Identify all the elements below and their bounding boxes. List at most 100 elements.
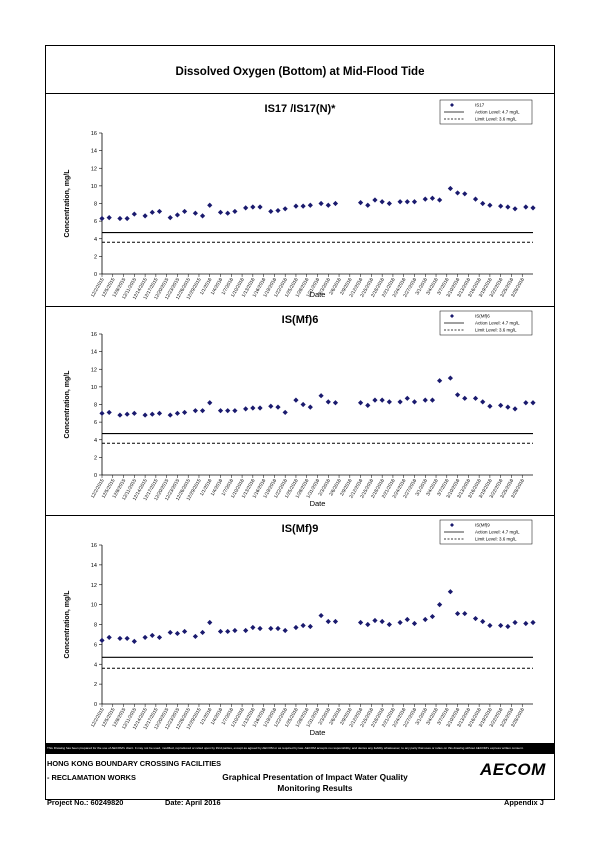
data-point [447, 375, 453, 381]
data-point [365, 202, 371, 208]
legend-action-label: Action Level: 4.7 mg/L [475, 321, 520, 326]
data-point [293, 203, 299, 209]
data-point [454, 610, 461, 617]
data-point [268, 625, 274, 632]
data-point [225, 210, 231, 216]
data-point [192, 408, 198, 414]
data-point [174, 630, 181, 637]
data-point [99, 410, 105, 416]
data-point [117, 412, 123, 418]
chart-title: IS(Mf)6 [282, 314, 319, 326]
data-point [386, 200, 392, 207]
legend-series-label: IS(Mf)9 [475, 523, 490, 528]
data-point [512, 619, 518, 626]
data-point [257, 405, 263, 411]
data-point [422, 397, 428, 403]
data-point [429, 195, 436, 201]
data-point [293, 397, 299, 403]
data-point [217, 209, 224, 215]
data-point [117, 635, 123, 642]
data-point [192, 210, 198, 216]
y-tick-label: 14 [91, 563, 97, 569]
data-point [523, 620, 529, 627]
data-point [243, 406, 249, 412]
legend-limit-label: Limit Level: 3.6 mg/L [475, 117, 517, 122]
data-point [505, 623, 511, 630]
data-point [422, 616, 428, 623]
legend-marker [450, 314, 454, 318]
legend-action-label: Action Level: 4.7 mg/L [475, 110, 520, 115]
data-point [275, 207, 281, 214]
legend-limit-label: Limit Level: 3.6 mg/L [475, 537, 517, 542]
data-point [411, 620, 418, 627]
data-point [472, 196, 479, 202]
data-point [498, 402, 504, 408]
data-point [397, 199, 403, 205]
data-point [149, 411, 155, 417]
data-point [372, 397, 378, 403]
data-point [199, 408, 206, 414]
data-point [454, 190, 461, 196]
data-point [498, 203, 504, 209]
data-point [437, 197, 443, 203]
data-point [462, 191, 468, 197]
data-point [404, 616, 410, 623]
data-point [106, 409, 112, 416]
data-point [106, 215, 112, 221]
y-tick-label: 16 [91, 543, 97, 549]
drawing-frame [45, 45, 555, 800]
data-point [250, 204, 256, 210]
y-axis-label: Concentration, mg/L [64, 370, 71, 439]
data-point [268, 403, 274, 409]
disclaimer-bar: This Drawing has been prepared for the u… [45, 743, 555, 754]
data-point [404, 199, 410, 205]
data-point [437, 602, 443, 608]
data-point [358, 200, 364, 206]
data-point [530, 205, 536, 211]
data-point [300, 203, 306, 209]
data-point [505, 404, 511, 410]
data-point [332, 400, 339, 406]
data-point [307, 404, 313, 410]
data-point [372, 617, 378, 624]
data-point [282, 409, 288, 416]
data-point [182, 628, 188, 635]
chart-panel-2: IS(Mf)6 0 2 4 6 8 10 12 14 16 Concentration, mg/L 1… [45, 306, 555, 515]
data-point [358, 619, 364, 626]
data-point [156, 410, 163, 416]
data-point [217, 628, 224, 635]
data-point [487, 202, 493, 208]
data-point [217, 408, 224, 414]
y-tick-label: 16 [91, 332, 97, 338]
data-point [397, 399, 403, 405]
y-tick-label: 4 [94, 438, 97, 444]
data-point [307, 623, 313, 630]
data-point [182, 208, 188, 215]
y-tick-label: 8 [94, 403, 97, 409]
data-point [207, 619, 213, 626]
data-point [293, 624, 299, 631]
data-point [131, 211, 137, 217]
data-point [124, 635, 130, 642]
x-axis-label: Date [310, 728, 326, 737]
data-point [505, 204, 511, 210]
data-point [325, 399, 331, 405]
data-point [512, 206, 518, 212]
data-point [472, 395, 479, 401]
drawing-date: Date: April 2016 [165, 798, 221, 807]
data-point [117, 215, 123, 222]
data-point [454, 392, 461, 398]
aecom-logo: AECOM [480, 760, 546, 779]
data-point [156, 634, 163, 641]
y-tick-label: 6 [94, 219, 97, 225]
chart-panel-1: IS17 /IS17(N)* 0 2 4 6 8 10 12 14 16 Concentration… [45, 93, 555, 306]
legend-action-label: Action Level: 4.7 mg/L [475, 530, 520, 535]
data-point [243, 205, 249, 211]
data-point [300, 622, 306, 629]
y-tick-label: 0 [94, 702, 97, 708]
data-point [99, 637, 105, 643]
project-number: Project No.: 60249820 [47, 798, 124, 807]
y-tick-label: 8 [94, 202, 97, 208]
data-point [411, 399, 418, 405]
